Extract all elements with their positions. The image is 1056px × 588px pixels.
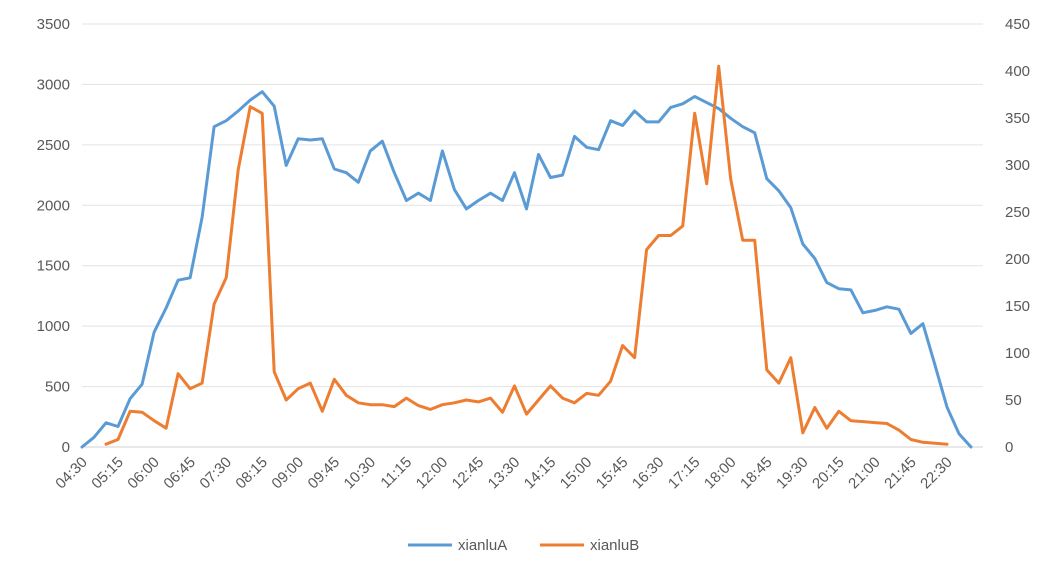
series-line-xianluB [104, 64, 949, 446]
right-y-tick-label: 100 [1005, 345, 1030, 362]
right-y-tick-label: 250 [1005, 204, 1030, 221]
left-y-tick-label: 1500 [37, 258, 70, 275]
series-line-xianluA [80, 90, 973, 449]
right-y-axis: 0 50 100 150 200 250 300 350 400 450 [1005, 16, 1030, 456]
gridlines [82, 23, 983, 448]
right-y-tick-label: 450 [1005, 16, 1030, 33]
left-y-tick-label: 2000 [37, 197, 70, 214]
right-y-tick-label: 0 [1005, 439, 1013, 456]
left-y-tick-label: 3000 [37, 76, 70, 93]
right-y-tick-label: 300 [1005, 157, 1030, 174]
left-y-tick-label: 2500 [37, 137, 70, 154]
left-y-tick-label: 500 [45, 379, 70, 396]
left-y-tick-label: 1000 [37, 318, 70, 335]
right-y-tick-label: 200 [1005, 251, 1030, 268]
left-y-tick-label: 0 [62, 439, 70, 456]
legend: xianluA xianluB [408, 537, 639, 554]
right-y-tick-label: 50 [1005, 392, 1022, 409]
legend-label-xianluB: xianluB [590, 537, 639, 554]
right-y-tick-label: 350 [1005, 110, 1030, 127]
left-y-tick-label: 3500 [37, 16, 70, 33]
left-y-axis: 0 500 1000 1500 2000 2500 3000 3500 [37, 16, 70, 456]
right-y-tick-label: 400 [1005, 63, 1030, 80]
legend-label-xianluA: xianluA [458, 537, 507, 554]
right-y-tick-label: 150 [1005, 298, 1030, 315]
series-lines [80, 64, 973, 449]
